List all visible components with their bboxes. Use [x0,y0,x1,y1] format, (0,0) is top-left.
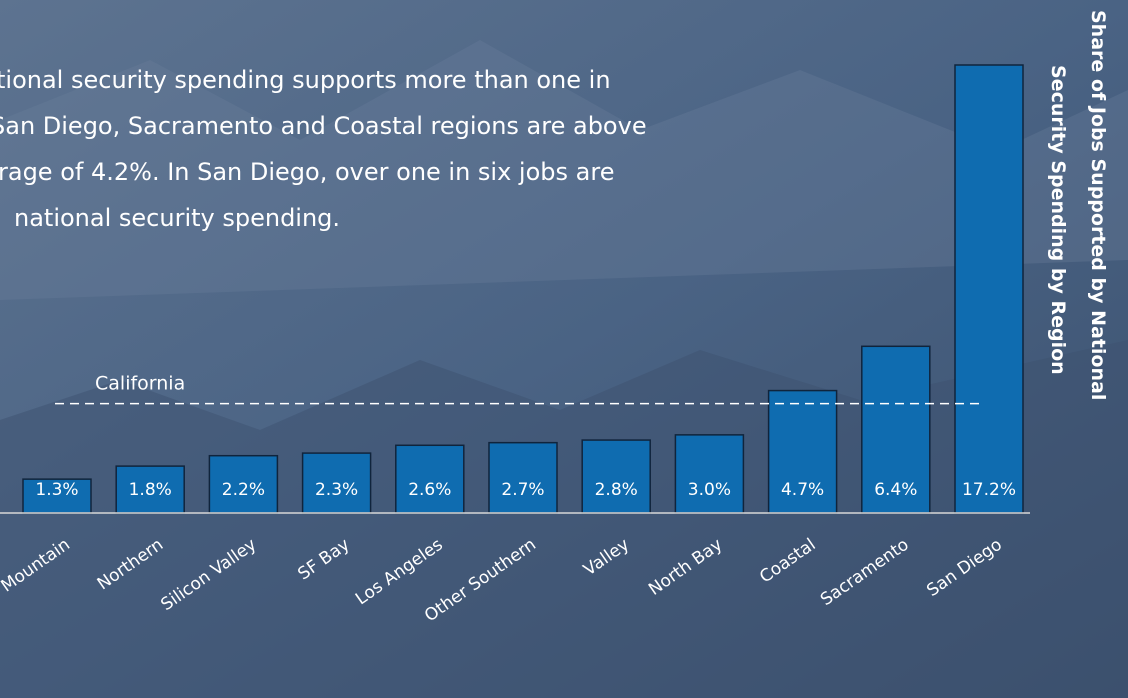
value-label: 3.0% [688,480,731,500]
paragraph-line: San Diego, Sacramento and Coastal region… [0,112,647,140]
value-label: 2.3% [315,480,358,500]
value-label: 2.6% [408,480,451,500]
y-axis-title: Share of Jobs Supported by National [1087,10,1109,400]
value-label: 2.7% [501,480,544,500]
reference-label: California [95,373,185,395]
value-label: 2.2% [222,480,265,500]
bar [301,452,372,514]
value-label: 4.7% [781,480,824,500]
value-label: 17.2% [962,480,1016,500]
value-label: 2.8% [595,480,638,500]
value-label: 1.8% [129,480,172,500]
bar [488,441,558,514]
mountains [0,340,1128,698]
bar [581,439,651,514]
paragraph-line: national security spending. [14,204,340,232]
bar [861,345,931,514]
bar [395,444,465,514]
bar [767,389,838,514]
mountains [0,40,1128,300]
value-label: 6.4% [874,480,917,500]
bar [674,434,745,514]
value-label: 1.3% [35,480,78,500]
bar [954,64,1024,514]
y-axis-title: Security Spending by Region [1047,65,1069,375]
paragraph-line: rage of 4.2%. In San Diego, over one in … [0,158,614,186]
paragraph-line: tional security spending supports more t… [0,66,611,94]
